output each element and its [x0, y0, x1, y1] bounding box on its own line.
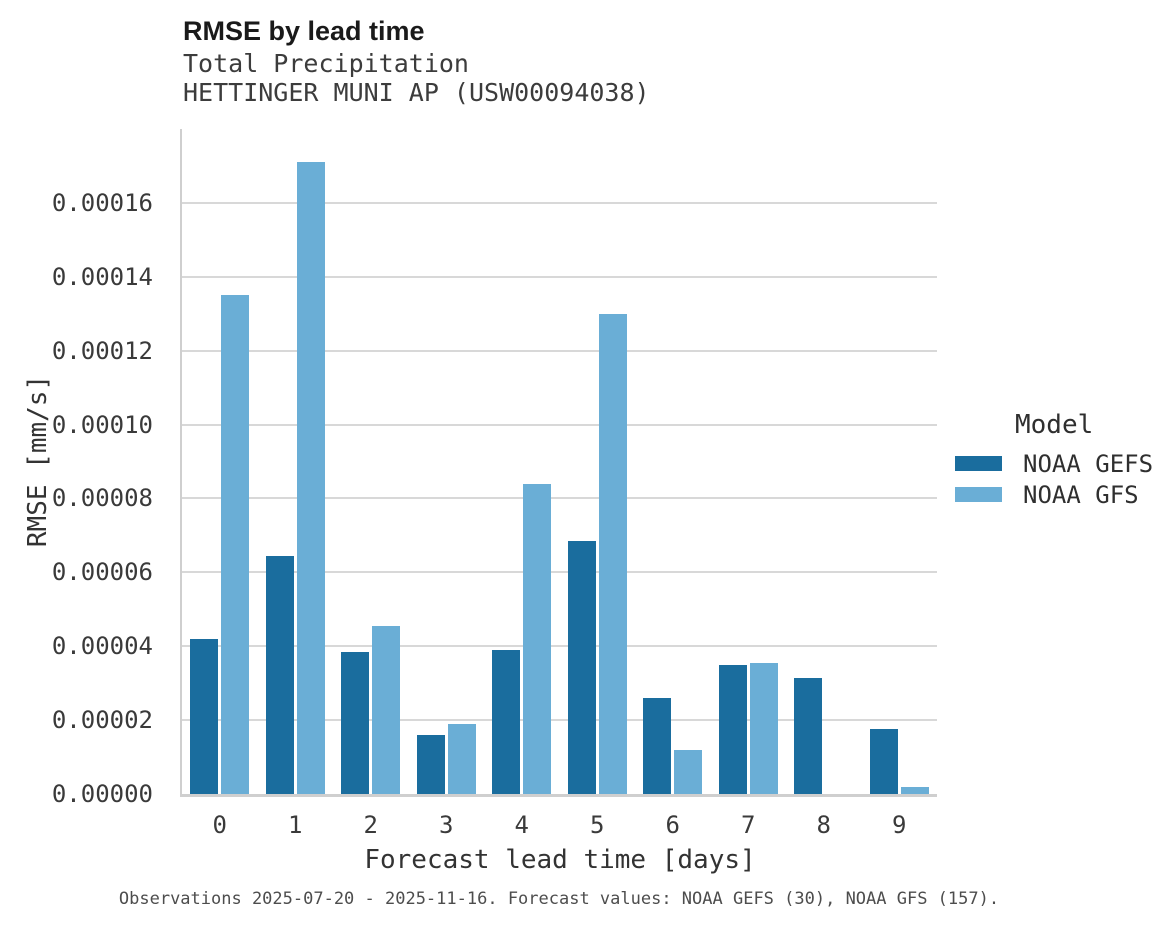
- legend-item-noaa-gfs: NOAA GFS: [955, 479, 1170, 510]
- gridline: [182, 349, 937, 352]
- x-tick-label: 0: [212, 811, 227, 839]
- y-tick-label: 0.00008: [51, 484, 153, 513]
- bar-noaa-gefs-lead-7: [718, 664, 747, 794]
- bar-noaa-gefs-lead-3: [416, 734, 445, 794]
- x-tick-label: 9: [892, 811, 907, 839]
- x-axis-title: Forecast lead time [days]: [364, 845, 756, 875]
- gridline: [182, 497, 937, 500]
- bar-noaa-gfs-lead-7: [749, 662, 778, 794]
- bar-noaa-gfs-lead-3: [447, 723, 476, 794]
- gridline: [182, 719, 937, 722]
- chart-subtitle-station: HETTINGER MUNI AP (USW00094038): [183, 78, 650, 107]
- legend-swatch-noaa-gfs: [955, 487, 1002, 502]
- y-tick-label: 0.00006: [51, 558, 153, 587]
- y-tick-label: 0.00016: [51, 188, 153, 217]
- legend-swatch-noaa-gefs: [955, 456, 1002, 471]
- legend-title: Model: [1015, 410, 1094, 440]
- chart-title: RMSE by lead time: [183, 16, 425, 46]
- x-tick-label: 3: [439, 811, 454, 839]
- y-tick-label: 0.00004: [51, 632, 153, 661]
- bar-noaa-gefs-lead-6: [643, 697, 672, 794]
- x-axis-spine: [180, 794, 937, 797]
- bar-noaa-gfs-lead-6: [674, 749, 703, 794]
- gridline: [182, 645, 937, 648]
- legend: Model NOAA GEFS NOAA GFS: [955, 410, 1170, 510]
- x-tick-label: 6: [665, 811, 680, 839]
- y-axis-title: RMSE [mm/s]: [23, 374, 53, 548]
- y-axis-spine: [180, 129, 182, 797]
- x-tick-label: 2: [363, 811, 378, 839]
- y-tick-label: 0.00010: [51, 410, 153, 439]
- y-tick-label: 0.00012: [51, 336, 153, 365]
- chart-subtitle-variable: Total Precipitation: [183, 49, 469, 78]
- legend-label: NOAA GFS: [1023, 480, 1139, 509]
- x-tick-label: 5: [590, 811, 605, 839]
- bar-noaa-gefs-lead-2: [341, 651, 370, 794]
- bar-noaa-gfs-lead-5: [598, 313, 627, 794]
- plot-area: [180, 129, 937, 797]
- bar-noaa-gfs-lead-4: [523, 483, 552, 794]
- bar-noaa-gefs-lead-4: [492, 649, 521, 794]
- gridline: [182, 571, 937, 574]
- bar-noaa-gfs-lead-9: [900, 786, 929, 794]
- bar-noaa-gefs-lead-5: [567, 540, 596, 794]
- bar-noaa-gefs-lead-8: [794, 677, 823, 794]
- x-tick-label: 4: [514, 811, 529, 839]
- y-tick-label: 0.00000: [51, 780, 153, 808]
- gridline: [182, 275, 937, 278]
- bar-noaa-gefs-lead-0: [190, 638, 219, 794]
- bar-noaa-gfs-lead-2: [372, 625, 401, 794]
- bar-noaa-gfs-lead-0: [221, 295, 250, 794]
- x-tick-label: 1: [288, 811, 303, 839]
- gridline: [182, 423, 937, 426]
- legend-label: NOAA GEFS: [1023, 449, 1154, 478]
- gridline: [182, 201, 937, 204]
- y-tick-label: 0.00002: [51, 706, 153, 735]
- y-tick-label: 0.00014: [51, 262, 153, 291]
- bar-noaa-gefs-lead-1: [265, 555, 294, 794]
- bar-noaa-gefs-lead-9: [869, 729, 898, 794]
- legend-item-noaa-gefs: NOAA GEFS: [955, 448, 1170, 479]
- bar-noaa-gfs-lead-1: [296, 162, 325, 794]
- x-tick-label: 8: [816, 811, 831, 839]
- caption: Observations 2025-07-20 - 2025-11-16. Fo…: [118, 889, 1000, 909]
- x-tick-label: 7: [741, 811, 756, 839]
- legend-items: NOAA GEFS NOAA GFS: [955, 448, 1170, 510]
